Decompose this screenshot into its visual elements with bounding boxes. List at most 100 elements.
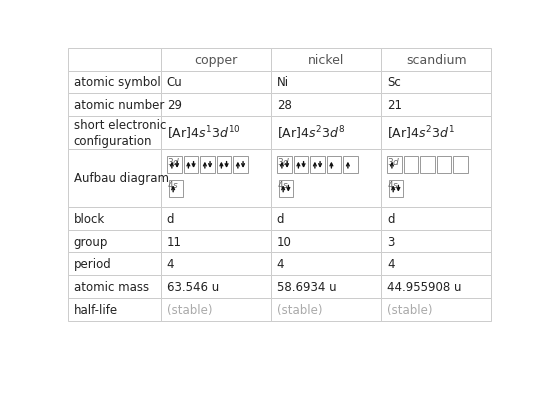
Text: 28: 28 — [277, 99, 292, 112]
Text: 44.955908 u: 44.955908 u — [387, 281, 461, 294]
Bar — [381, 230, 491, 253]
Text: copper: copper — [195, 53, 238, 66]
Bar — [271, 71, 381, 94]
Bar — [271, 49, 381, 71]
Text: 11: 11 — [167, 235, 182, 248]
Bar — [381, 94, 491, 117]
Text: nickel: nickel — [308, 53, 345, 66]
Bar — [271, 230, 381, 253]
Text: 4: 4 — [277, 258, 284, 271]
Bar — [68, 207, 162, 230]
Text: period: period — [74, 258, 111, 271]
Text: $[\mathrm{Ar}]4s^{1}3d^{10}$: $[\mathrm{Ar}]4s^{1}3d^{10}$ — [167, 124, 241, 142]
Bar — [162, 94, 271, 117]
Bar — [184, 157, 198, 174]
Text: 63.546 u: 63.546 u — [167, 281, 219, 294]
Bar — [453, 157, 468, 174]
Bar — [271, 149, 381, 207]
Bar — [343, 157, 358, 174]
Text: Sc: Sc — [387, 76, 401, 89]
Text: atomic symbol: atomic symbol — [74, 76, 161, 89]
Text: group: group — [74, 235, 108, 248]
Bar — [162, 276, 271, 298]
Bar — [404, 157, 418, 174]
Bar — [278, 181, 293, 198]
Bar — [271, 94, 381, 117]
Text: 4: 4 — [387, 258, 394, 271]
Bar — [167, 157, 182, 174]
Bar — [68, 94, 162, 117]
Text: Cu: Cu — [167, 76, 182, 89]
Bar — [162, 207, 271, 230]
Bar — [68, 230, 162, 253]
Bar — [68, 276, 162, 298]
Bar — [327, 157, 341, 174]
Text: d: d — [387, 212, 394, 225]
Text: $[\mathrm{Ar}]4s^{2}3d^{8}$: $[\mathrm{Ar}]4s^{2}3d^{8}$ — [277, 124, 345, 142]
Bar — [277, 157, 292, 174]
Text: 21: 21 — [387, 99, 402, 112]
Bar — [381, 71, 491, 94]
Bar — [271, 276, 381, 298]
Text: (stable): (stable) — [387, 303, 432, 316]
Text: 4$s$: 4$s$ — [167, 179, 180, 190]
Bar — [437, 157, 451, 174]
Bar — [68, 149, 162, 207]
Bar — [233, 157, 248, 174]
Bar — [169, 181, 183, 198]
Bar — [217, 157, 231, 174]
Text: 3$d$: 3$d$ — [277, 155, 291, 166]
Text: 10: 10 — [277, 235, 292, 248]
Text: half-life: half-life — [74, 303, 118, 316]
Text: block: block — [74, 212, 105, 225]
Bar — [381, 49, 491, 71]
Bar — [68, 298, 162, 321]
Bar — [68, 117, 162, 149]
Text: 3: 3 — [387, 235, 394, 248]
Bar — [381, 276, 491, 298]
Text: 4$s$: 4$s$ — [387, 179, 400, 190]
Text: 4$s$: 4$s$ — [277, 179, 289, 190]
Bar — [162, 253, 271, 276]
Bar — [162, 298, 271, 321]
Bar — [381, 207, 491, 230]
Text: Ni: Ni — [277, 76, 289, 89]
Text: scandium: scandium — [406, 53, 467, 66]
Text: d: d — [167, 212, 174, 225]
Bar — [68, 253, 162, 276]
Bar — [420, 157, 435, 174]
Text: (stable): (stable) — [167, 303, 212, 316]
Bar — [310, 157, 325, 174]
Bar — [162, 230, 271, 253]
Bar — [271, 298, 381, 321]
Bar — [68, 49, 162, 71]
Bar — [271, 207, 381, 230]
Text: $[\mathrm{Ar}]4s^{2}3d^{1}$: $[\mathrm{Ar}]4s^{2}3d^{1}$ — [387, 124, 455, 142]
Text: 4: 4 — [167, 258, 174, 271]
Bar — [387, 157, 402, 174]
Bar — [381, 149, 491, 207]
Bar — [381, 117, 491, 149]
Text: 3$d$: 3$d$ — [167, 155, 181, 166]
Text: 29: 29 — [167, 99, 182, 112]
Text: atomic mass: atomic mass — [74, 281, 149, 294]
Bar — [162, 71, 271, 94]
Bar — [162, 117, 271, 149]
Bar — [381, 298, 491, 321]
Text: 3$d$: 3$d$ — [387, 155, 401, 166]
Text: (stable): (stable) — [277, 303, 322, 316]
Bar — [271, 117, 381, 149]
Bar — [162, 149, 271, 207]
Bar — [200, 157, 215, 174]
Bar — [271, 253, 381, 276]
Bar — [389, 181, 403, 198]
Bar — [381, 253, 491, 276]
Text: d: d — [277, 212, 284, 225]
Bar — [294, 157, 308, 174]
Bar — [68, 71, 162, 94]
Text: short electronic
configuration: short electronic configuration — [74, 119, 166, 148]
Text: atomic number: atomic number — [74, 99, 164, 112]
Text: Aufbau diagram: Aufbau diagram — [74, 172, 169, 185]
Text: 58.6934 u: 58.6934 u — [277, 281, 336, 294]
Bar — [162, 49, 271, 71]
